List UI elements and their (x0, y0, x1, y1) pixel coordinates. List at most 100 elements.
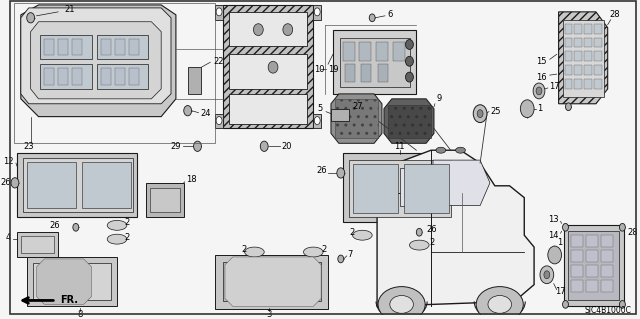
Bar (572, 280, 583, 292)
Polygon shape (333, 30, 417, 94)
Polygon shape (225, 257, 321, 306)
Ellipse shape (488, 295, 511, 313)
Polygon shape (433, 160, 490, 205)
Ellipse shape (544, 271, 550, 279)
Bar (594, 51, 602, 61)
Text: 2: 2 (241, 245, 246, 254)
Ellipse shape (191, 69, 198, 79)
Bar (564, 51, 572, 61)
Bar (40, 64, 92, 89)
Ellipse shape (620, 223, 625, 231)
Polygon shape (384, 99, 434, 143)
Bar (584, 65, 592, 75)
Ellipse shape (563, 223, 568, 231)
Bar (97, 64, 148, 89)
Bar (101, 68, 111, 85)
Bar (388, 105, 431, 138)
Bar (574, 38, 582, 48)
Text: 2: 2 (125, 233, 130, 242)
Ellipse shape (548, 246, 561, 264)
Ellipse shape (314, 8, 320, 16)
Bar (72, 68, 82, 85)
Ellipse shape (11, 178, 19, 188)
Bar (129, 39, 139, 55)
Text: 26: 26 (1, 178, 11, 187)
Ellipse shape (193, 141, 202, 152)
Bar (564, 24, 572, 33)
Text: 28: 28 (610, 10, 620, 19)
Bar (215, 255, 328, 309)
Text: 19: 19 (328, 65, 339, 74)
Bar (349, 160, 451, 218)
Text: 9: 9 (437, 94, 442, 103)
Bar (601, 235, 612, 247)
Ellipse shape (353, 230, 372, 240)
Text: SJC4B1000C: SJC4B1000C (584, 306, 631, 315)
Ellipse shape (369, 14, 375, 22)
Polygon shape (331, 94, 382, 143)
Bar (574, 24, 582, 33)
Ellipse shape (303, 247, 323, 257)
Text: 23: 23 (24, 142, 35, 151)
Ellipse shape (436, 147, 446, 153)
Text: 12: 12 (3, 157, 14, 166)
Ellipse shape (216, 117, 222, 124)
Bar (564, 38, 572, 48)
Ellipse shape (338, 255, 344, 263)
Ellipse shape (216, 8, 222, 16)
Ellipse shape (406, 56, 413, 66)
Bar (147, 183, 184, 218)
Bar (564, 65, 572, 75)
Text: 17: 17 (549, 83, 559, 92)
Polygon shape (559, 12, 608, 104)
Text: 4: 4 (6, 233, 11, 242)
Bar (594, 24, 602, 33)
Text: 10: 10 (315, 65, 325, 74)
Text: 26: 26 (316, 167, 327, 175)
Bar (594, 79, 602, 89)
Bar (115, 68, 125, 85)
Text: 26: 26 (49, 221, 60, 230)
Bar (584, 38, 592, 48)
Bar (564, 79, 572, 89)
Text: 15: 15 (536, 57, 547, 66)
Bar (404, 164, 449, 213)
Ellipse shape (417, 228, 422, 236)
Ellipse shape (456, 147, 465, 153)
Bar (335, 99, 378, 138)
Bar (574, 65, 582, 75)
Bar (572, 265, 583, 277)
Bar (568, 231, 620, 300)
Text: 21: 21 (65, 5, 75, 14)
Polygon shape (31, 22, 161, 99)
Ellipse shape (244, 247, 264, 257)
Text: 22: 22 (213, 57, 224, 66)
Text: 2: 2 (321, 245, 326, 254)
Bar (33, 263, 111, 300)
Bar (586, 265, 598, 277)
Polygon shape (377, 150, 534, 306)
Bar (97, 34, 148, 59)
Text: 7: 7 (348, 250, 353, 259)
Ellipse shape (283, 24, 292, 36)
Bar (594, 38, 602, 48)
Ellipse shape (73, 223, 79, 231)
Bar (223, 262, 321, 301)
Bar (82, 162, 131, 208)
Bar (340, 38, 410, 87)
Polygon shape (36, 259, 92, 304)
Ellipse shape (314, 117, 320, 124)
Bar (44, 68, 54, 85)
Bar (563, 20, 604, 97)
Bar (229, 54, 307, 89)
Text: 29: 29 (170, 142, 181, 151)
Text: 14: 14 (548, 231, 559, 240)
Ellipse shape (566, 103, 572, 111)
Text: 2: 2 (429, 238, 435, 247)
Polygon shape (188, 67, 202, 94)
Bar (21, 236, 54, 253)
Bar (229, 12, 307, 47)
Bar (101, 39, 111, 55)
Ellipse shape (337, 168, 345, 178)
Ellipse shape (253, 24, 263, 36)
